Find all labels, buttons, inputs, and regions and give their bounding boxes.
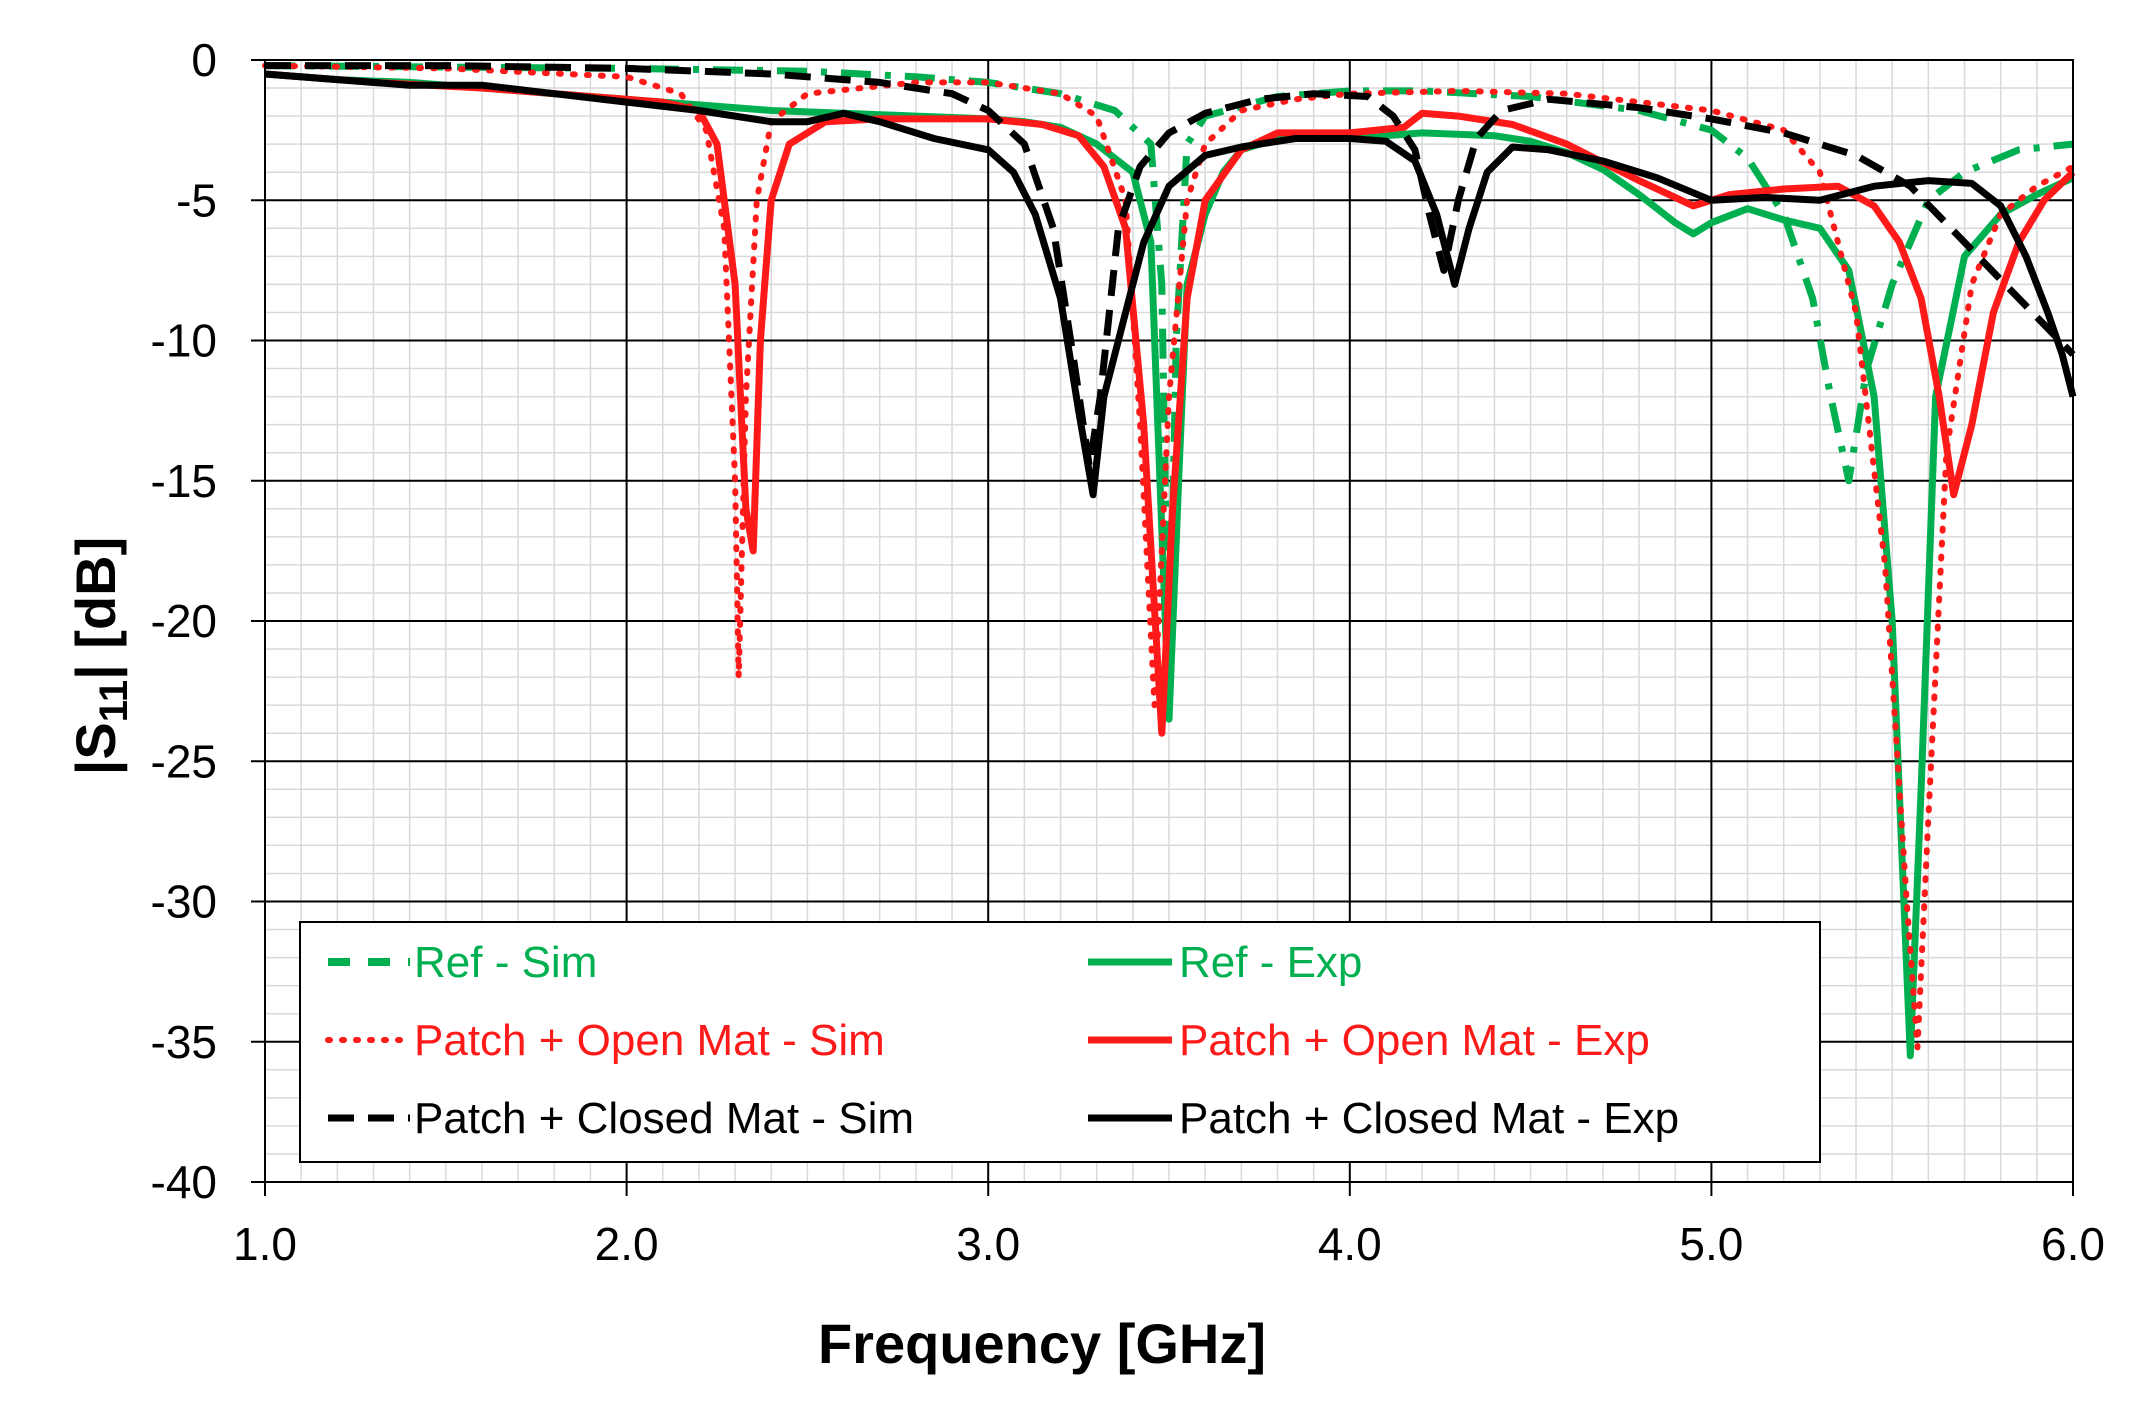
y-tick-label: -40 [151, 1156, 217, 1208]
y-tick-label: -25 [151, 735, 217, 787]
x-axis-ticks: 1.0 2.0 3.0 4.0 5.0 6.0 [233, 1182, 2105, 1270]
y-axis-title-rest: | [dB] [64, 537, 128, 680]
y-axis-title-main: |S [64, 722, 128, 775]
series-line-3 [262, 62, 2076, 1051]
series-line-4 [264, 70, 2076, 737]
legend-label: Patch + Open Mat - Sim [414, 1016, 885, 1065]
legend: Ref - Sim Ref - Exp Patch + Open Mat - Sim… [299, 921, 1821, 1163]
x-tick-label: 5.0 [1679, 1218, 1743, 1270]
x-tick-label: 3.0 [956, 1218, 1020, 1270]
y-tick-label: 0 [191, 34, 217, 86]
y-tick-label: -20 [151, 595, 217, 647]
x-tick-label: 1.0 [233, 1218, 297, 1270]
y-tick-label: -5 [176, 174, 217, 226]
y-tick-label: -30 [151, 876, 217, 928]
legend-label: Patch + Closed Mat - Sim [414, 1094, 914, 1143]
series-line-5 [265, 62, 2076, 471]
x-axis-title: Frequency [GHz] [818, 1312, 1266, 1375]
y-axis-ticks: 0 -5 -10 -15 -20 -25 -30 -35 -40 [151, 34, 265, 1208]
y-axis-title: |S11| [dB] [64, 537, 136, 776]
x-tick-label: 4.0 [1318, 1218, 1382, 1270]
series-line-6 [264, 70, 2077, 499]
y-tick-label: -10 [151, 315, 217, 367]
x-tick-label: 6.0 [2041, 1218, 2105, 1270]
x-tick-label: 2.0 [595, 1218, 659, 1270]
y-axis-title-subscript: 11 [92, 680, 136, 722]
legend-label: Ref - Exp [1179, 938, 1362, 987]
y-tick-label: -35 [151, 1016, 217, 1068]
legend-label: Ref - Sim [414, 938, 597, 987]
legend-label: Patch + Closed Mat - Exp [1179, 1094, 1679, 1143]
y-tick-label: -15 [151, 455, 217, 507]
series-layer [262, 62, 2077, 1060]
legend-label: Patch + Open Mat - Exp [1179, 1016, 1650, 1065]
legend-box [299, 921, 1821, 1163]
